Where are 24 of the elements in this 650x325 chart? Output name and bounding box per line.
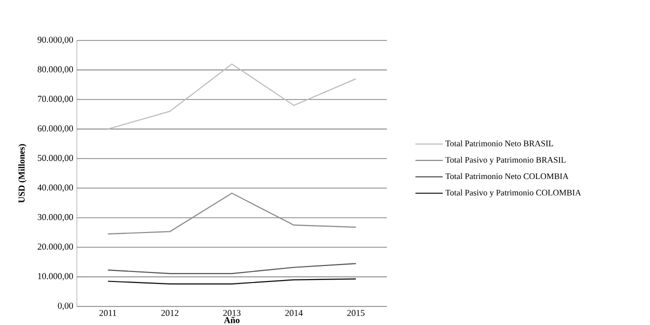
legend-label: Total Patrimonio Neto COLOMBIA [445, 173, 569, 180]
y-tick-label: 0,00 [58, 302, 74, 310]
legend-label: Total Pasivo y Patrimonio BRASIL [445, 156, 566, 164]
line-series [107, 192, 356, 235]
y-tick-label: 90.000,00 [38, 36, 74, 44]
x-tick-label: 2015 [347, 310, 365, 316]
y-tick-label: 80.000,00 [38, 66, 74, 74]
x-tick-label: 2014 [285, 310, 303, 316]
y-tick-label: 50.000,00 [38, 154, 74, 162]
y-tick-label: 70.000,00 [38, 96, 74, 104]
y-tick-label: 30.000,00 [38, 214, 74, 222]
y-tick-label: 40.000,00 [38, 184, 74, 192]
line-series [107, 262, 356, 274]
y-axis-title: USD (Millones) [18, 144, 26, 203]
legend-label: Total Patrimonio Neto BRASIL [445, 140, 554, 146]
x-tick-label: 2011 [99, 310, 116, 316]
x-axis-title: Año [224, 316, 240, 324]
y-tick-label: 20.000,00 [38, 244, 74, 251]
line-series [107, 63, 356, 130]
y-tick-label: 60.000,00 [38, 125, 74, 133]
legend-label: Total Pasivo y Patrimonio COLOMBIA [445, 190, 582, 198]
y-tick-label: 10.000,00 [38, 273, 74, 281]
x-tick-label: 2013 [223, 310, 241, 316]
x-tick-label: 2012 [161, 310, 178, 316]
